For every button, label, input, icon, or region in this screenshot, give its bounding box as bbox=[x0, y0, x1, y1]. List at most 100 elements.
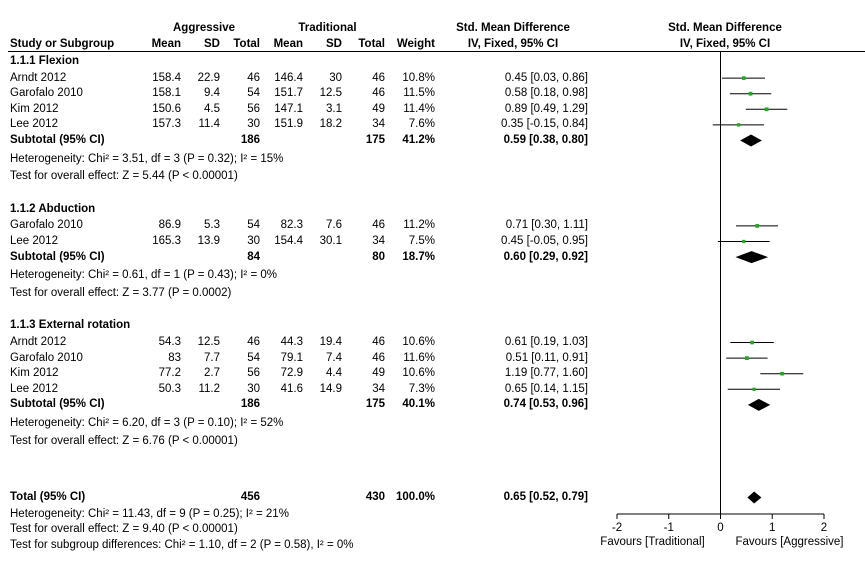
subtotal-weight: 18.7% bbox=[402, 250, 435, 263]
favours-traditional-label: Favours [Traditional] bbox=[600, 536, 705, 548]
study-name: Garofalo 2010 bbox=[10, 219, 83, 232]
study-weight: 11.6% bbox=[403, 351, 435, 364]
overall-effect-text: Test for overall effect: Z = 6.76 (P < 0… bbox=[10, 434, 238, 447]
study-m1: 77.2 bbox=[158, 367, 181, 380]
study-sd2: 3.1 bbox=[326, 102, 342, 115]
study-sd2: 7.4 bbox=[326, 351, 342, 364]
study-m2: 154.4 bbox=[274, 235, 303, 247]
subtotal-label: Subtotal (95% CI) bbox=[10, 134, 105, 146]
total-n2: 430 bbox=[365, 491, 385, 503]
subtotal-diamond bbox=[740, 134, 762, 147]
study-m1: 83 bbox=[168, 351, 181, 364]
study-weight: 10.8% bbox=[402, 71, 435, 84]
study-n1: 30 bbox=[247, 382, 260, 395]
study-m2: 82.3 bbox=[280, 219, 303, 232]
study-sd1: 7.7 bbox=[204, 351, 220, 364]
study-point-marker bbox=[752, 387, 756, 391]
overall-effect-text: Test for overall effect: Z = 3.77 (P = 0… bbox=[10, 286, 232, 299]
study-sd1: 11.2 bbox=[198, 382, 220, 395]
subtotal-n1: 186 bbox=[240, 398, 260, 411]
study-weight: 7.5% bbox=[408, 235, 435, 247]
study-n1: 56 bbox=[247, 102, 260, 115]
study-n1: 54 bbox=[247, 87, 260, 100]
study-sd1: 2.7 bbox=[204, 367, 220, 380]
study-m2: 44.3 bbox=[280, 336, 303, 348]
subgroup-title: 1.1.3 External rotation bbox=[10, 319, 131, 332]
study-sd2: 7.6 bbox=[326, 219, 342, 232]
x-tick-label: -2 bbox=[612, 522, 622, 534]
study-weight: 10.6% bbox=[402, 336, 435, 348]
study-name: Garofalo 2010 bbox=[10, 87, 83, 100]
study-n1: 54 bbox=[247, 219, 260, 232]
subtotal-diamond bbox=[747, 398, 771, 411]
study-weight: 11.4% bbox=[403, 102, 435, 115]
study-m1: 50.3 bbox=[158, 382, 181, 395]
study-name: Arndt 2012 bbox=[10, 71, 67, 84]
study-weight: 11.2% bbox=[403, 219, 435, 232]
study-name: Lee 2012 bbox=[10, 118, 58, 131]
study-sd1: 4.5 bbox=[204, 102, 220, 115]
x-tick-label: 1 bbox=[769, 522, 775, 534]
study-ci: 0.71 [0.30, 1.11] bbox=[505, 219, 588, 232]
total-n1: 456 bbox=[240, 491, 260, 503]
study-column-header: Study or Subgroup bbox=[10, 38, 115, 50]
study-ci: 0.51 [0.11, 0.91] bbox=[505, 351, 588, 364]
study-m2: 72.9 bbox=[280, 367, 303, 380]
study-m1: 158.4 bbox=[152, 71, 181, 84]
study-name: Kim 2012 bbox=[10, 102, 59, 115]
study-ci: 0.89 [0.49, 1.29] bbox=[504, 102, 588, 115]
subtotal-n1: 186 bbox=[240, 134, 260, 146]
study-sd2: 30 bbox=[329, 71, 342, 84]
overall-effect-text: Test for overall effect: Z = 5.44 (P < 0… bbox=[10, 170, 238, 183]
study-m1: 54.3 bbox=[158, 336, 181, 348]
footer-text: Heterogeneity: Chi² = 11.43, df = 9 (P =… bbox=[10, 507, 289, 520]
study-n2: 34 bbox=[372, 118, 385, 131]
study-point-marker bbox=[750, 340, 754, 345]
study-sd2: 30.1 bbox=[319, 235, 342, 247]
total-diamond bbox=[747, 491, 762, 504]
study-name: Kim 2012 bbox=[10, 367, 59, 380]
subtotal-weight: 41.2% bbox=[402, 134, 435, 146]
study-m2: 146.4 bbox=[274, 71, 303, 84]
study-n2: 46 bbox=[372, 336, 385, 348]
aggressive-mean-header: Mean bbox=[151, 38, 181, 50]
smd-column-header: Std. Mean Difference bbox=[456, 22, 570, 34]
study-sd1: 13.9 bbox=[197, 235, 220, 247]
study-n2: 46 bbox=[372, 351, 385, 364]
study-point-marker bbox=[744, 356, 749, 360]
study-n2: 49 bbox=[372, 102, 385, 115]
weight-header: Weight bbox=[396, 38, 435, 50]
study-point-marker bbox=[748, 91, 753, 96]
study-point-marker bbox=[755, 224, 760, 228]
subtotal-ci: 0.60 [0.29, 0.92] bbox=[503, 250, 588, 263]
subtotal-weight: 40.1% bbox=[402, 398, 435, 411]
traditional-header: Traditional bbox=[298, 22, 357, 34]
study-sd1: 11.4 bbox=[198, 118, 220, 131]
subgroup-title: 1.1.2 Abduction bbox=[10, 202, 96, 215]
study-name: Garofalo 2010 bbox=[10, 351, 83, 364]
study-ci: 0.58 [0.18, 0.98] bbox=[504, 87, 588, 100]
aggressive-header: Aggressive bbox=[172, 22, 235, 34]
study-point-marker bbox=[736, 123, 741, 127]
traditional-sd-header: SD bbox=[326, 38, 342, 50]
study-name: Arndt 2012 bbox=[10, 336, 67, 348]
study-sd2: 18.2 bbox=[319, 118, 342, 131]
study-sd2: 19.4 bbox=[319, 336, 342, 348]
study-point-marker bbox=[780, 371, 784, 376]
study-m1: 86.9 bbox=[158, 219, 181, 232]
study-name: Lee 2012 bbox=[10, 235, 58, 247]
study-n1: 30 bbox=[247, 235, 260, 247]
heterogeneity-text: Heterogeneity: Chi² = 6.20, df = 3 (P = … bbox=[10, 417, 284, 429]
study-weight: 10.6% bbox=[402, 367, 435, 380]
study-n2: 46 bbox=[372, 87, 385, 100]
study-sd1: 12.5 bbox=[197, 336, 220, 348]
x-tick-label: 2 bbox=[821, 522, 827, 534]
study-m1: 165.3 bbox=[152, 235, 181, 247]
subtotal-label: Subtotal (95% CI) bbox=[10, 250, 105, 263]
study-m2: 147.1 bbox=[274, 102, 303, 115]
total-label: Total (95% CI) bbox=[10, 491, 86, 503]
study-m1: 157.3 bbox=[152, 118, 181, 131]
footer-text: Test for overall effect: Z = 9.40 (P < 0… bbox=[10, 523, 238, 536]
